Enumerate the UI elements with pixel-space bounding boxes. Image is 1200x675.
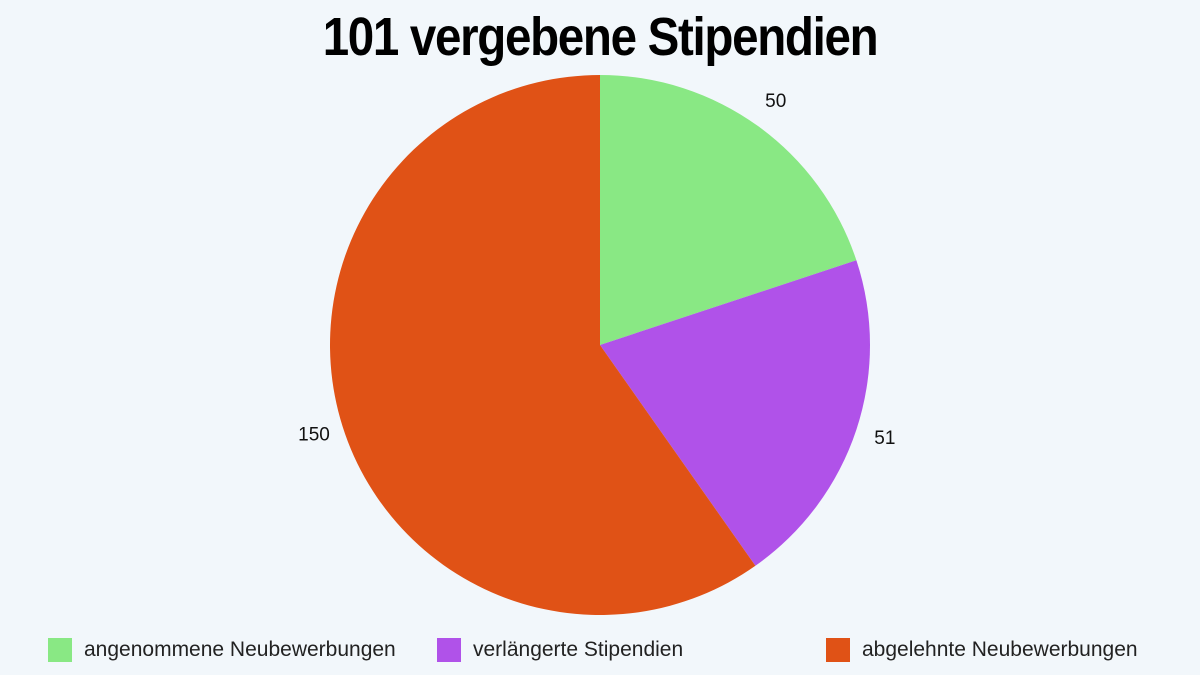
pie-slice-angenommene-neubewerbungen bbox=[600, 75, 857, 345]
legend-label-abgelehnte: abgelehnte Neubewerbungen bbox=[862, 638, 1138, 661]
data-label-abgelehnte-neubewerbungen: 150 bbox=[298, 425, 330, 446]
legend-item-verlaengerte: verlängerte Stipendien bbox=[437, 636, 683, 664]
data-label-angenommene-neubewerbungen: 50 bbox=[765, 91, 786, 112]
legend-swatch-abgelehnte bbox=[826, 638, 850, 662]
chart-title: 101 vergebene Stipendien bbox=[322, 7, 879, 67]
pie-slice-abgelehnte-neubewerbungen bbox=[330, 75, 756, 615]
legend-item-abgelehnte: abgelehnte Neubewerbungen bbox=[826, 636, 1138, 664]
legend-label-verlaengerte: verlängerte Stipendien bbox=[473, 638, 684, 661]
legend-swatch-angenommene bbox=[48, 638, 72, 662]
legend-label-angenommene: angenommene Neubewerbungen bbox=[84, 638, 396, 661]
legend-item-angenommene: angenommene Neubewerbungen bbox=[48, 636, 396, 664]
pie-slice-verl-ngerte-stipendien bbox=[600, 260, 870, 566]
legend-swatch-verlaengerte bbox=[437, 638, 461, 662]
data-label-verl-ngerte-stipendien: 51 bbox=[874, 428, 895, 449]
